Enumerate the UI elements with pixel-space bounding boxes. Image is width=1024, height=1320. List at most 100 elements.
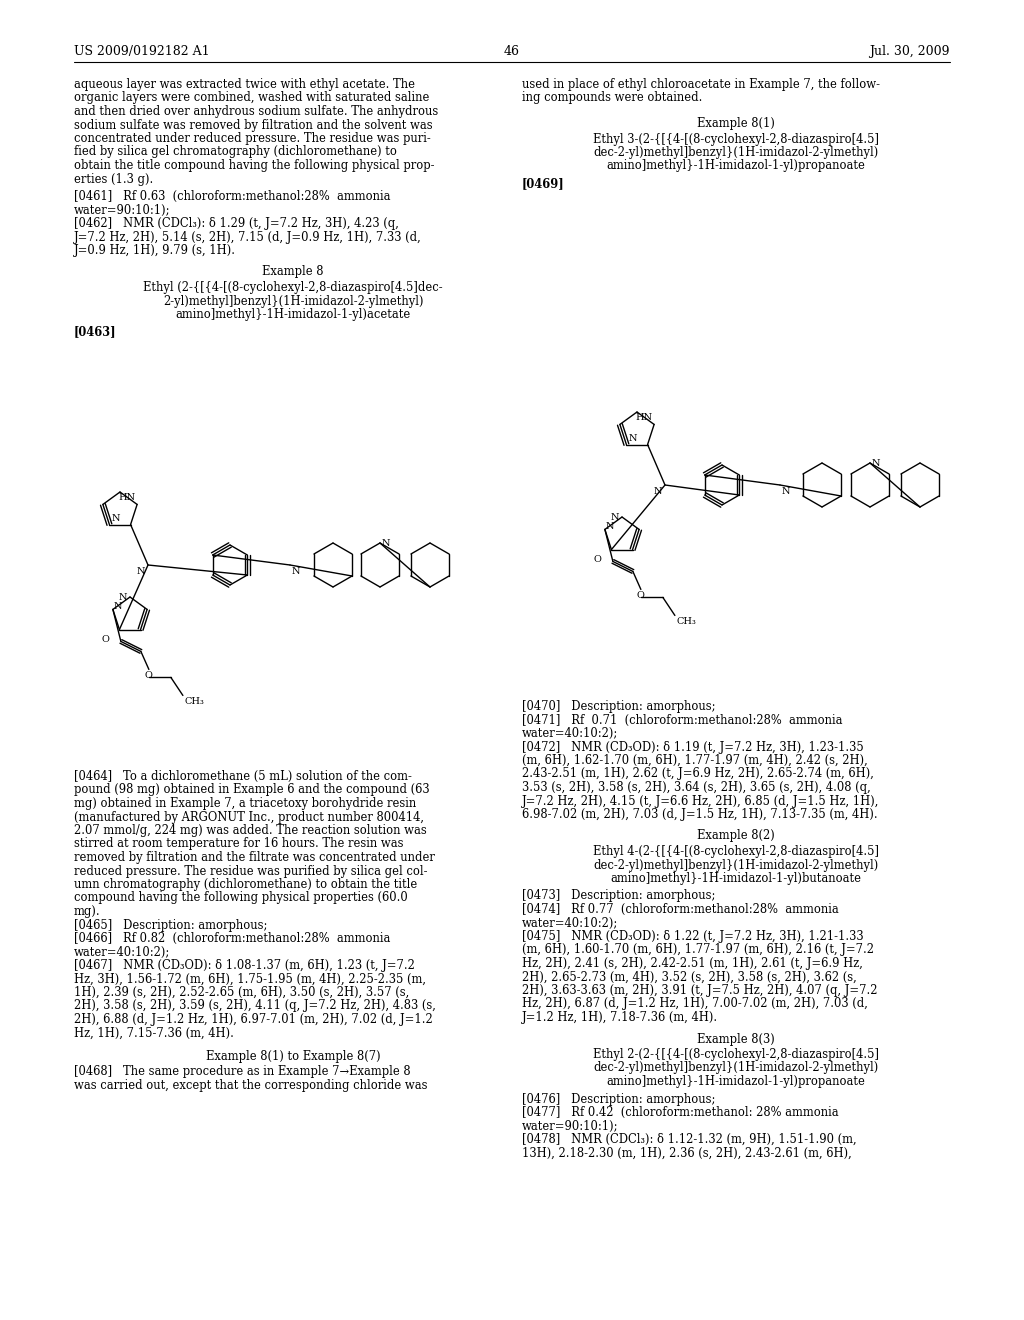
Text: (manufactured by ARGONUT Inc., product number 800414,: (manufactured by ARGONUT Inc., product n…	[74, 810, 424, 824]
Text: [0461]   Rf 0.63  (chloroform:methanol:28%  ammonia: [0461] Rf 0.63 (chloroform:methanol:28% …	[74, 190, 390, 203]
Text: mg) obtained in Example 7, a triacetoxy borohydride resin: mg) obtained in Example 7, a triacetoxy …	[74, 797, 416, 810]
Text: Hz, 2H), 2.41 (s, 2H), 2.42-2.51 (m, 1H), 2.61 (t, J=6.9 Hz,: Hz, 2H), 2.41 (s, 2H), 2.42-2.51 (m, 1H)…	[522, 957, 863, 970]
Text: umn chromatography (dichloromethane) to obtain the title: umn chromatography (dichloromethane) to …	[74, 878, 417, 891]
Text: amino]methyl}-1H-imidazol-1-yl)propanoate: amino]methyl}-1H-imidazol-1-yl)propanoat…	[606, 160, 865, 173]
Text: N: N	[653, 487, 662, 496]
Text: [0467]   NMR (CD₃OD): δ 1.08-1.37 (m, 6H), 1.23 (t, J=7.2: [0467] NMR (CD₃OD): δ 1.08-1.37 (m, 6H),…	[74, 960, 415, 972]
Text: water=40:10:2);: water=40:10:2);	[74, 945, 170, 958]
Text: organic layers were combined, washed with saturated saline: organic layers were combined, washed wit…	[74, 91, 429, 104]
Text: obtain the title compound having the following physical prop-: obtain the title compound having the fol…	[74, 158, 434, 172]
Text: O: O	[593, 554, 601, 564]
Text: Hz, 3H), 1.56-1.72 (m, 6H), 1.75-1.95 (m, 4H), 2.25-2.35 (m,: Hz, 3H), 1.56-1.72 (m, 6H), 1.75-1.95 (m…	[74, 973, 426, 986]
Text: removed by filtration and the filtrate was concentrated under: removed by filtration and the filtrate w…	[74, 851, 435, 865]
Text: [0466]   Rf 0.82  (chloroform:methanol:28%  ammonia: [0466] Rf 0.82 (chloroform:methanol:28% …	[74, 932, 390, 945]
Text: [0473]   Description: amorphous;: [0473] Description: amorphous;	[522, 890, 716, 903]
Text: N: N	[606, 523, 614, 532]
Text: and then dried over anhydrous sodium sulfate. The anhydrous: and then dried over anhydrous sodium sul…	[74, 106, 438, 117]
Text: dec-2-yl)methyl]benzyl}(1H-imidazol-2-ylmethyl): dec-2-yl)methyl]benzyl}(1H-imidazol-2-yl…	[593, 147, 879, 158]
Text: water=40:10:2);: water=40:10:2);	[522, 916, 618, 929]
Text: Ethyl 4-(2-{[{4-[(8-cyclohexyl-2,8-diazaspiro[4.5]: Ethyl 4-(2-{[{4-[(8-cyclohexyl-2,8-diaza…	[593, 845, 879, 858]
Text: CH₃: CH₃	[185, 697, 205, 706]
Text: Ethyl 2-(2-{[{4-[(8-cyclohexyl-2,8-diazaspiro[4.5]: Ethyl 2-(2-{[{4-[(8-cyclohexyl-2,8-diaza…	[593, 1048, 879, 1061]
Text: dec-2-yl)methyl]benzyl}(1H-imidazol-2-ylmethyl): dec-2-yl)methyl]benzyl}(1H-imidazol-2-yl…	[593, 1061, 879, 1074]
Text: 2H), 3.63-3.63 (m, 2H), 3.91 (t, J=7.5 Hz, 2H), 4.07 (q, J=7.2: 2H), 3.63-3.63 (m, 2H), 3.91 (t, J=7.5 H…	[522, 983, 878, 997]
Text: 13H), 2.18-2.30 (m, 1H), 2.36 (s, 2H), 2.43-2.61 (m, 6H),: 13H), 2.18-2.30 (m, 1H), 2.36 (s, 2H), 2…	[522, 1147, 852, 1159]
Text: [0469]: [0469]	[522, 177, 565, 190]
Text: N: N	[872, 458, 881, 467]
Text: ing compounds were obtained.: ing compounds were obtained.	[522, 91, 702, 104]
Text: N: N	[629, 433, 637, 442]
Text: N: N	[292, 568, 300, 576]
Text: 1H), 2.39 (s, 2H), 2.52-2.65 (m, 6H), 3.50 (s, 2H), 3.57 (s,: 1H), 2.39 (s, 2H), 2.52-2.65 (m, 6H), 3.…	[74, 986, 410, 999]
Text: Ethyl (2-{[{4-[(8-cyclohexyl-2,8-diazaspiro[4.5]dec-: Ethyl (2-{[{4-[(8-cyclohexyl-2,8-diazasp…	[143, 281, 442, 294]
Text: N: N	[382, 539, 390, 548]
Text: water=90:10:1);: water=90:10:1);	[522, 1119, 618, 1133]
Text: compound having the following physical properties (60.0: compound having the following physical p…	[74, 891, 408, 904]
Text: CH₃: CH₃	[677, 618, 696, 627]
Text: [0464]   To a dichloromethane (5 mL) solution of the com-: [0464] To a dichloromethane (5 mL) solut…	[74, 770, 412, 783]
Text: stirred at room temperature for 16 hours. The resin was: stirred at room temperature for 16 hours…	[74, 837, 403, 850]
Text: [0470]   Description: amorphous;: [0470] Description: amorphous;	[522, 700, 716, 713]
Text: [0462]   NMR (CDCl₃): δ 1.29 (t, J=7.2 Hz, 3H), 4.23 (q,: [0462] NMR (CDCl₃): δ 1.29 (t, J=7.2 Hz,…	[74, 216, 399, 230]
Text: pound (98 mg) obtained in Example 6 and the compound (63: pound (98 mg) obtained in Example 6 and …	[74, 784, 430, 796]
Text: J=1.2 Hz, 1H), 7.18-7.36 (m, 4H).: J=1.2 Hz, 1H), 7.18-7.36 (m, 4H).	[522, 1011, 718, 1024]
Text: O: O	[101, 635, 109, 644]
Text: reduced pressure. The residue was purified by silica gel col-: reduced pressure. The residue was purifi…	[74, 865, 427, 878]
Text: Example 8(3): Example 8(3)	[697, 1032, 775, 1045]
Text: 2H), 3.58 (s, 2H), 3.59 (s, 2H), 4.11 (q, J=7.2 Hz, 2H), 4.83 (s,: 2H), 3.58 (s, 2H), 3.59 (s, 2H), 4.11 (q…	[74, 999, 436, 1012]
Text: [0476]   Description: amorphous;: [0476] Description: amorphous;	[522, 1093, 716, 1106]
Text: mg).: mg).	[74, 906, 100, 917]
Text: [0463]: [0463]	[74, 326, 117, 338]
Text: Ethyl 3-(2-{[{4-[(8-cyclohexyl-2,8-diazaspiro[4.5]: Ethyl 3-(2-{[{4-[(8-cyclohexyl-2,8-diaza…	[593, 132, 879, 145]
Text: amino]methyl}-1H-imidazol-1-yl)butanoate: amino]methyl}-1H-imidazol-1-yl)butanoate	[610, 873, 861, 884]
Text: used in place of ethyl chloroacetate in Example 7, the follow-: used in place of ethyl chloroacetate in …	[522, 78, 880, 91]
Text: 3.53 (s, 2H), 3.58 (s, 2H), 3.64 (s, 2H), 3.65 (s, 2H), 4.08 (q,: 3.53 (s, 2H), 3.58 (s, 2H), 3.64 (s, 2H)…	[522, 781, 870, 795]
Text: concentrated under reduced pressure. The residue was puri-: concentrated under reduced pressure. The…	[74, 132, 431, 145]
Text: J=7.2 Hz, 2H), 5.14 (s, 2H), 7.15 (d, J=0.9 Hz, 1H), 7.33 (d,: J=7.2 Hz, 2H), 5.14 (s, 2H), 7.15 (d, J=…	[74, 231, 422, 243]
Text: Hz, 2H), 6.87 (d, J=1.2 Hz, 1H), 7.00-7.02 (m, 2H), 7.03 (d,: Hz, 2H), 6.87 (d, J=1.2 Hz, 1H), 7.00-7.…	[522, 998, 868, 1011]
Text: N: N	[610, 512, 618, 521]
Text: water=40:10:2);: water=40:10:2);	[522, 727, 618, 741]
Text: Example 8(1): Example 8(1)	[697, 117, 775, 129]
Text: was carried out, except that the corresponding chloride was: was carried out, except that the corresp…	[74, 1078, 427, 1092]
Text: [0465]   Description: amorphous;: [0465] Description: amorphous;	[74, 919, 267, 932]
Text: Example 8(1) to Example 8(7): Example 8(1) to Example 8(7)	[206, 1049, 380, 1063]
Text: fied by silica gel chromatography (dichloromethane) to: fied by silica gel chromatography (dichl…	[74, 145, 397, 158]
Text: amino]methyl}-1H-imidazol-1-yl)acetate: amino]methyl}-1H-imidazol-1-yl)acetate	[175, 308, 411, 321]
Text: aqueous layer was extracted twice with ethyl acetate. The: aqueous layer was extracted twice with e…	[74, 78, 415, 91]
Text: Example 8: Example 8	[262, 265, 324, 279]
Text: (m, 6H), 1.60-1.70 (m, 6H), 1.77-1.97 (m, 6H), 2.16 (t, J=7.2: (m, 6H), 1.60-1.70 (m, 6H), 1.77-1.97 (m…	[522, 944, 874, 957]
Text: 2H), 6.88 (d, J=1.2 Hz, 1H), 6.97-7.01 (m, 2H), 7.02 (d, J=1.2: 2H), 6.88 (d, J=1.2 Hz, 1H), 6.97-7.01 (…	[74, 1012, 433, 1026]
Text: (m, 6H), 1.62-1.70 (m, 6H), 1.77-1.97 (m, 4H), 2.42 (s, 2H),: (m, 6H), 1.62-1.70 (m, 6H), 1.77-1.97 (m…	[522, 754, 867, 767]
Text: dec-2-yl)methyl]benzyl}(1H-imidazol-2-ylmethyl): dec-2-yl)methyl]benzyl}(1H-imidazol-2-yl…	[593, 858, 879, 871]
Text: J=0.9 Hz, 1H), 9.79 (s, 1H).: J=0.9 Hz, 1H), 9.79 (s, 1H).	[74, 244, 236, 257]
Text: HN: HN	[635, 413, 652, 422]
Text: 46: 46	[504, 45, 520, 58]
Text: [0478]   NMR (CDCl₃): δ 1.12-1.32 (m, 9H), 1.51-1.90 (m,: [0478] NMR (CDCl₃): δ 1.12-1.32 (m, 9H),…	[522, 1133, 857, 1146]
Text: N: N	[782, 487, 791, 496]
Text: [0471]   Rf  0.71  (chloroform:methanol:28%  ammonia: [0471] Rf 0.71 (chloroform:methanol:28% …	[522, 714, 843, 726]
Text: J=7.2 Hz, 2H), 4.15 (t, J=6.6 Hz, 2H), 6.85 (d, J=1.5 Hz, 1H),: J=7.2 Hz, 2H), 4.15 (t, J=6.6 Hz, 2H), 6…	[522, 795, 880, 808]
Text: N: N	[136, 568, 145, 576]
Text: HN: HN	[118, 494, 135, 503]
Text: [0477]   Rf 0.42  (chloroform:methanol: 28% ammonia: [0477] Rf 0.42 (chloroform:methanol: 28%…	[522, 1106, 839, 1119]
Text: [0472]   NMR (CD₃OD): δ 1.19 (t, J=7.2 Hz, 3H), 1.23-1.35: [0472] NMR (CD₃OD): δ 1.19 (t, J=7.2 Hz,…	[522, 741, 864, 754]
Text: US 2009/0192182 A1: US 2009/0192182 A1	[74, 45, 210, 58]
Text: [0475]   NMR (CD₃OD): δ 1.22 (t, J=7.2 Hz, 3H), 1.21-1.33: [0475] NMR (CD₃OD): δ 1.22 (t, J=7.2 Hz,…	[522, 931, 863, 942]
Text: amino]methyl}-1H-imidazol-1-yl)propanoate: amino]methyl}-1H-imidazol-1-yl)propanoat…	[606, 1074, 865, 1088]
Text: O: O	[637, 591, 645, 601]
Text: O: O	[145, 672, 153, 680]
Text: N: N	[119, 593, 127, 602]
Text: 2-yl)methyl]benzyl}(1H-imidazol-2-ylmethyl): 2-yl)methyl]benzyl}(1H-imidazol-2-ylmeth…	[163, 294, 423, 308]
Text: 2.43-2.51 (m, 1H), 2.62 (t, J=6.9 Hz, 2H), 2.65-2.74 (m, 6H),: 2.43-2.51 (m, 1H), 2.62 (t, J=6.9 Hz, 2H…	[522, 767, 873, 780]
Text: N: N	[114, 602, 123, 611]
Text: Example 8(2): Example 8(2)	[697, 829, 775, 842]
Text: sodium sulfate was removed by filtration and the solvent was: sodium sulfate was removed by filtration…	[74, 119, 432, 132]
Text: N: N	[112, 513, 120, 523]
Text: 2.07 mmol/g, 224 mg) was added. The reaction solution was: 2.07 mmol/g, 224 mg) was added. The reac…	[74, 824, 427, 837]
Text: 2H), 2.65-2.73 (m, 4H), 3.52 (s, 2H), 3.58 (s, 2H), 3.62 (s,: 2H), 2.65-2.73 (m, 4H), 3.52 (s, 2H), 3.…	[522, 970, 857, 983]
Text: [0468]   The same procedure as in Example 7→Example 8: [0468] The same procedure as in Example …	[74, 1065, 411, 1078]
Text: Hz, 1H), 7.15-7.36 (m, 4H).: Hz, 1H), 7.15-7.36 (m, 4H).	[74, 1027, 233, 1040]
Text: 6.98-7.02 (m, 2H), 7.03 (d, J=1.5 Hz, 1H), 7.13-7.35 (m, 4H).: 6.98-7.02 (m, 2H), 7.03 (d, J=1.5 Hz, 1H…	[522, 808, 878, 821]
Text: [0474]   Rf 0.77  (chloroform:methanol:28%  ammonia: [0474] Rf 0.77 (chloroform:methanol:28% …	[522, 903, 839, 916]
